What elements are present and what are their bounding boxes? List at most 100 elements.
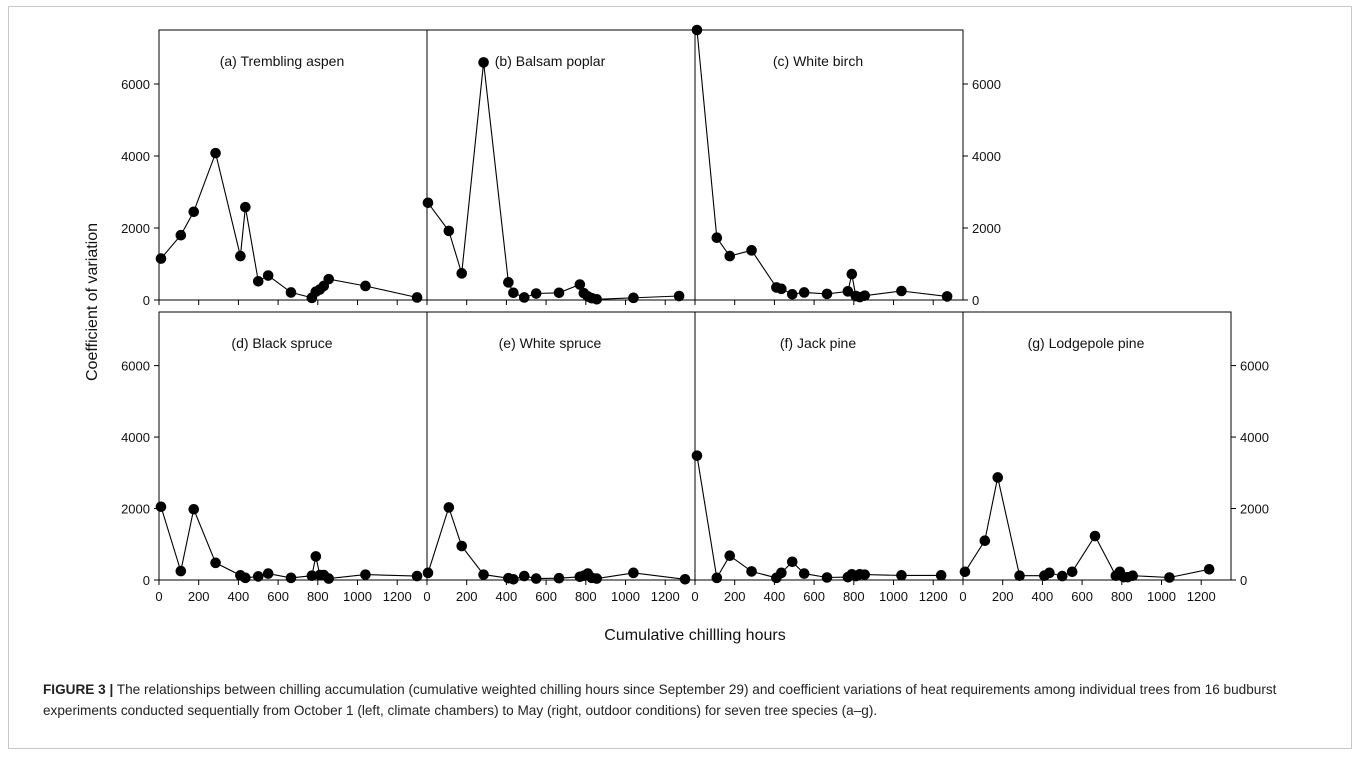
caption-label: FIGURE 3 | (43, 682, 114, 697)
panel-title: (b) Balsam poplar (495, 53, 606, 69)
data-point (360, 569, 371, 580)
data-point (323, 273, 335, 285)
data-point (992, 472, 1004, 483)
data-point (478, 569, 489, 580)
panel-title: (c) White birch (773, 53, 863, 69)
data-point (679, 573, 691, 585)
data-point (776, 283, 787, 295)
y-tick-label: 0 (1240, 573, 1247, 588)
y-tick-label: 4000 (972, 149, 1001, 164)
y-tick-label: 6000 (972, 77, 1001, 92)
data-point (979, 535, 991, 546)
data-point (711, 572, 723, 584)
panel-frame (962, 311, 1232, 581)
series-line (427, 505, 686, 580)
data-point (411, 570, 423, 582)
data-point (508, 573, 519, 585)
panel-e: (e) White spruce 0 200 400 600 800 1000 1200 (422, 311, 696, 604)
y-tick-label: 2000 (121, 221, 150, 236)
series-line (160, 151, 418, 299)
y-tick-label: 4000 (121, 430, 150, 445)
series-line (427, 62, 680, 300)
data-point (776, 567, 787, 579)
data-point (591, 293, 603, 305)
data-point (155, 253, 167, 264)
data-point (1127, 570, 1139, 582)
data-point (859, 569, 871, 580)
data-point (859, 290, 871, 301)
data-point (530, 573, 542, 584)
data-point (240, 572, 251, 584)
data-point (285, 287, 297, 298)
x-tick-label: 1200 (1187, 589, 1216, 604)
x-tick-label: 800 (1111, 589, 1133, 604)
panel-frame (426, 311, 696, 581)
panel-frame (426, 29, 696, 301)
data-point (443, 225, 455, 237)
data-point (746, 245, 757, 256)
data-point (252, 275, 264, 287)
data-point (591, 573, 603, 584)
data-point (1014, 570, 1025, 582)
data-point (896, 285, 907, 297)
data-point (724, 250, 736, 262)
x-tick-label: 200 (724, 589, 746, 604)
data-point (262, 568, 274, 579)
data-point (746, 566, 757, 577)
panel-g: (g) Lodgepole pine 0 2000 4000 6000 0 200 400 60… (959, 311, 1269, 604)
data-point (478, 57, 489, 68)
data-point (503, 277, 514, 288)
data-point (1164, 572, 1175, 583)
y-tick-label: 4000 (1240, 430, 1269, 445)
data-point (306, 570, 318, 582)
data-point (422, 197, 434, 209)
data-point (896, 570, 907, 581)
data-point (530, 288, 542, 299)
panel-title: (d) Black spruce (231, 335, 332, 351)
y-tick-label: 2000 (121, 502, 150, 517)
data-point (691, 450, 703, 461)
data-point (724, 550, 736, 562)
panel-frame (158, 29, 428, 301)
x-tick-label: 1200 (651, 589, 680, 604)
x-tick-label: 600 (267, 589, 289, 604)
data-point (786, 288, 798, 300)
data-point (175, 565, 187, 577)
panel-frame (158, 311, 428, 581)
data-point (842, 286, 854, 297)
y-tick-label: 6000 (121, 77, 150, 92)
y-tick-label: 2000 (1240, 502, 1269, 517)
data-point (456, 268, 468, 279)
data-point (188, 206, 200, 218)
data-point (422, 567, 434, 579)
series-line (160, 506, 418, 580)
data-point (175, 229, 187, 241)
panel-title: (f) Jack pine (780, 335, 856, 351)
x-tick-label: 1000 (879, 589, 908, 604)
data-point (443, 502, 455, 513)
x-tick-label: 0 (155, 589, 162, 604)
x-tick-label: 1200 (919, 589, 948, 604)
data-point (553, 572, 565, 584)
panel-a: (a) Trembling aspen 0 2000 4000 6000 (121, 29, 428, 308)
data-point (574, 279, 586, 290)
data-point (846, 268, 858, 280)
data-point (935, 570, 947, 581)
series-line (696, 455, 942, 580)
y-tick-label: 6000 (121, 359, 150, 374)
x-tick-label: 200 (456, 589, 478, 604)
data-point (518, 570, 530, 582)
data-point (786, 556, 798, 568)
x-tick-label: 0 (691, 589, 698, 604)
data-point (240, 201, 251, 213)
caption-text: The relationships between chilling accum… (43, 682, 1277, 718)
figure-frame (8, 6, 1352, 749)
data-point (1044, 567, 1055, 579)
x-tick-label: 400 (764, 589, 786, 604)
data-point (1203, 563, 1215, 575)
figure-caption: FIGURE 3 | The relationships between chi… (43, 680, 1333, 721)
x-tick-label: 600 (803, 589, 825, 604)
data-point (798, 287, 810, 298)
panel-frame (694, 29, 964, 301)
data-point (553, 287, 565, 299)
